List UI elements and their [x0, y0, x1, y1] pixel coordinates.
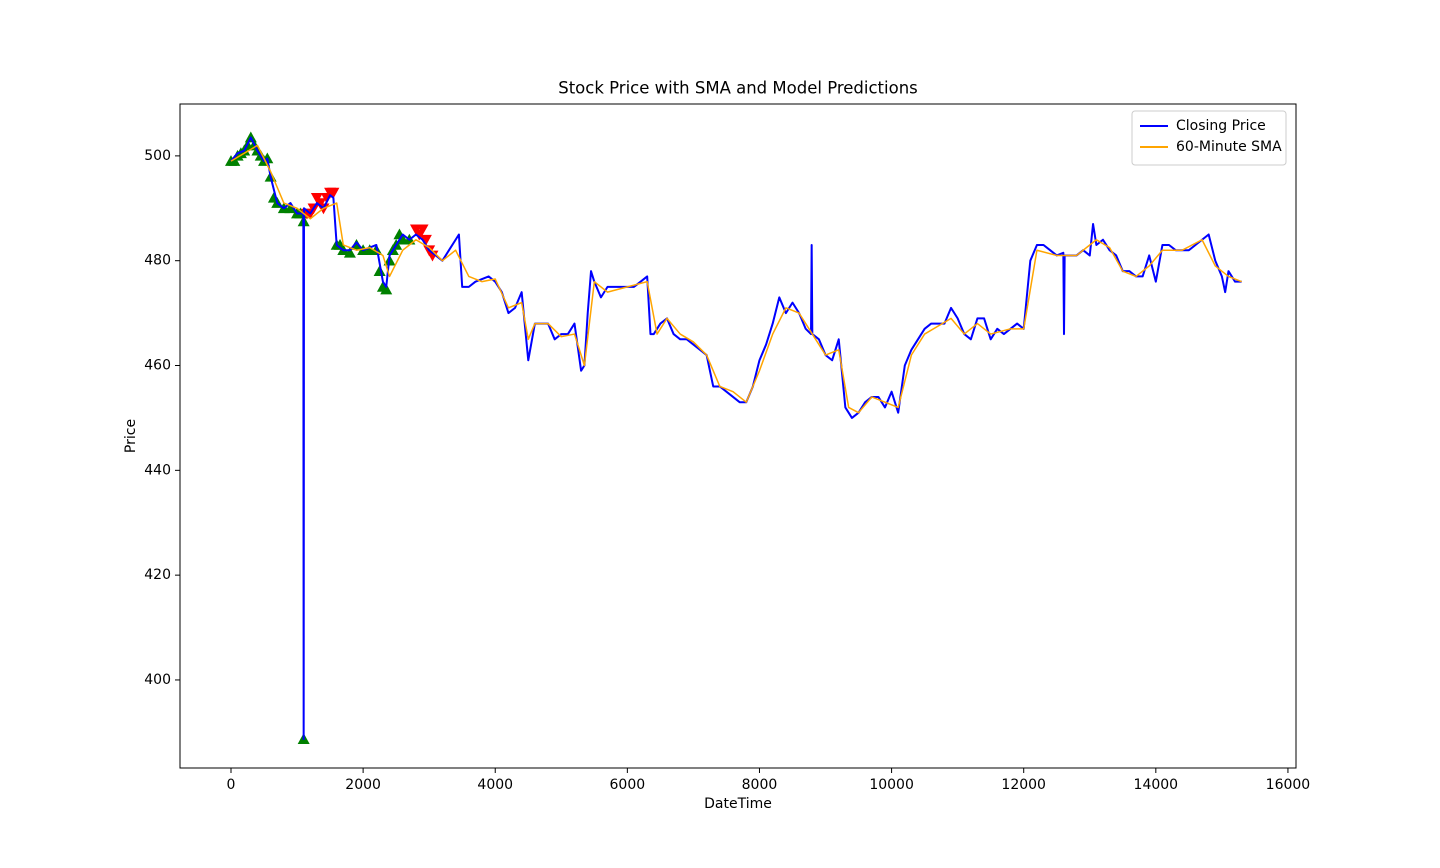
sell-marker [327, 187, 340, 199]
x-axis-label: DateTime [704, 796, 772, 812]
series-line [230, 144, 1242, 414]
plot-frame [179, 103, 1297, 769]
y-tick-label: 460 [144, 358, 171, 374]
y-tick-label: 480 [144, 253, 171, 269]
y-tick-label: 400 [144, 672, 171, 688]
x-tick-label: 0 [227, 777, 236, 793]
buy-marker [380, 283, 393, 295]
x-tick-label: 8000 [742, 777, 778, 793]
chart-title: Stock Price with SMA and Model Predictio… [558, 79, 918, 98]
plot-area [224, 131, 1242, 744]
series-line [230, 136, 1242, 741]
x-tick-label: 16000 [1266, 777, 1311, 793]
y-tick-label: 420 [144, 567, 171, 583]
legend-box [1131, 110, 1287, 166]
x-tick-label: 4000 [477, 777, 513, 793]
buy-marker [373, 265, 386, 276]
x-tick-label: 14000 [1134, 777, 1179, 793]
legend-label: 60-Minute SMA [1176, 139, 1282, 155]
x-tick-label: 10000 [869, 777, 914, 793]
x-tick-label: 2000 [345, 777, 381, 793]
buy-marker [284, 202, 297, 214]
buy-marker [343, 246, 356, 258]
y-tick-label: 440 [144, 462, 171, 478]
x-tick-label: 6000 [610, 777, 646, 793]
legend-label: Closing Price [1176, 118, 1266, 134]
x-tick-label: 12000 [1001, 777, 1046, 793]
y-axis-label: Price [123, 419, 139, 453]
sell-marker [416, 224, 429, 236]
y-tick-label: 500 [144, 148, 171, 164]
sell-marker [419, 234, 432, 246]
